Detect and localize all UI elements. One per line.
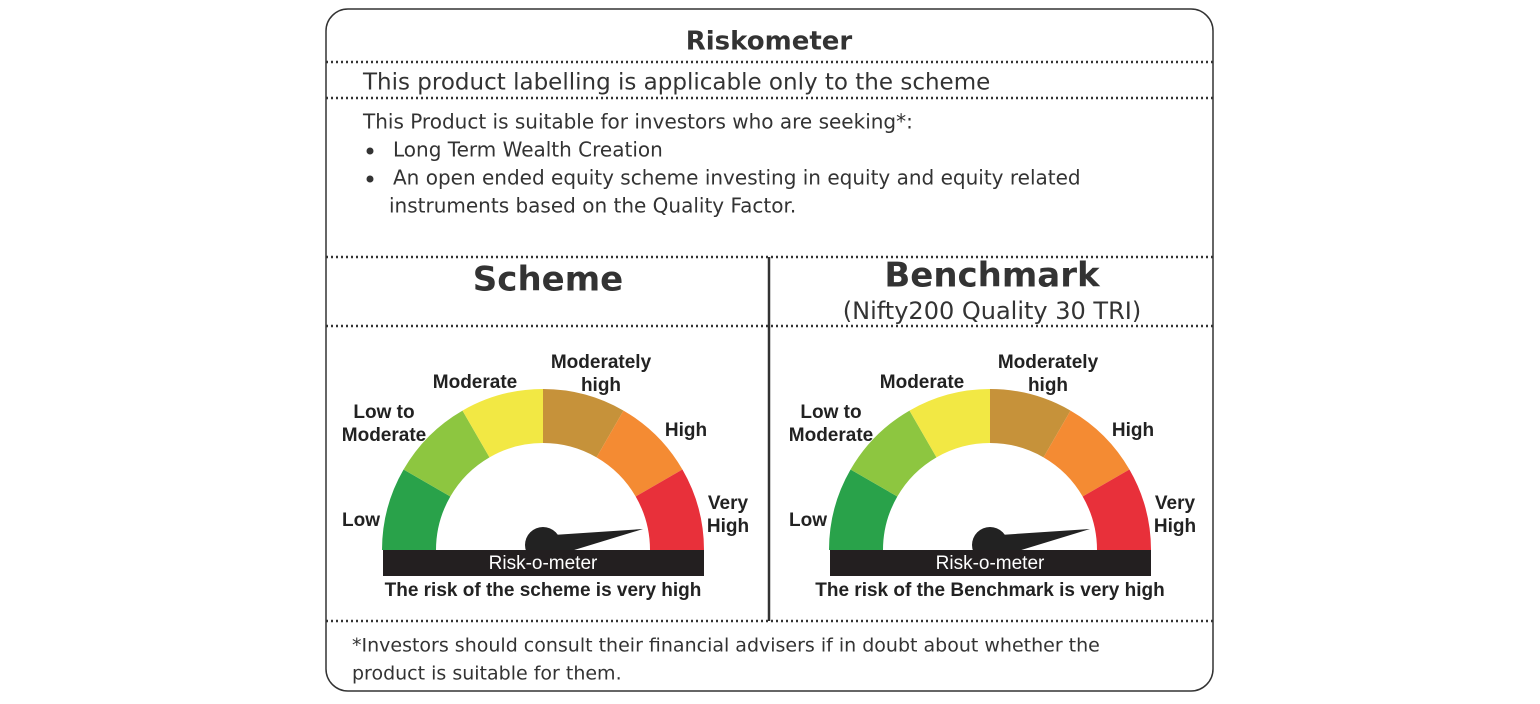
gauge-segment [850,410,937,497]
gauge-segment [543,389,624,458]
gauge-segment [462,389,543,458]
risk-level-label: Moderately [551,352,652,373]
meter-bar [830,550,1151,576]
labelling-note: This product labelling is applicable onl… [362,70,990,96]
gauge-segment [403,410,490,497]
gauge-segment [990,389,1071,458]
risk-level-label: High [1154,516,1196,537]
risk-level-label: High [665,420,707,441]
risk-level-label: Low [342,510,380,531]
risk-caption: The risk of the scheme is very high [385,580,702,601]
title: Riskometer [686,27,853,57]
meter-label: Risk-o-meter [489,553,598,574]
risk-level-label: High [1112,420,1154,441]
risk-level-label: Low to [353,402,414,423]
risk-level-label: Moderate [433,372,517,393]
gauge-segment [382,469,451,550]
risk-level-label: Moderately [998,352,1099,373]
bullet [366,175,374,183]
meter-label: Risk-o-meter [936,553,1045,574]
risk-level-label: Moderate [342,425,426,446]
meter-bar [383,550,704,576]
footnote: *Investors should consult their financia… [352,635,1100,657]
bullet-text: An open ended equity scheme investing in… [393,166,1081,190]
risk-level-label: Low to [800,402,861,423]
risk-level-label: High [707,516,749,537]
panel-heading: Scheme [473,260,623,300]
panel-subheading: (Nifty200 Quality 30 TRI) [843,297,1141,325]
bullet [366,147,374,155]
risk-level-label: Moderate [789,425,873,446]
gauge-segment [1082,469,1151,550]
gauge-segment [909,389,990,458]
risk-caption: The risk of the Benchmark is very high [815,580,1165,601]
risk-level-label: Very [1155,493,1196,514]
gauge-segment [1043,410,1130,497]
suitability-intro: This Product is suitable for investors w… [362,110,913,134]
footnote: product is suitable for them. [352,663,622,685]
gauge-segment [829,469,898,550]
risk-level-label: Low [789,510,827,531]
risk-level-label: high [1028,375,1068,396]
risk-level-label: Moderate [880,372,964,393]
gauge-segment [596,410,683,497]
panel-heading: Benchmark [884,256,1101,296]
bullet-text: Long Term Wealth Creation [393,138,663,162]
bullet-text: instruments based on the Quality Factor. [389,194,796,218]
risk-level-label: Very [708,493,749,514]
gauge-segment [635,469,704,550]
risk-level-label: high [581,375,621,396]
